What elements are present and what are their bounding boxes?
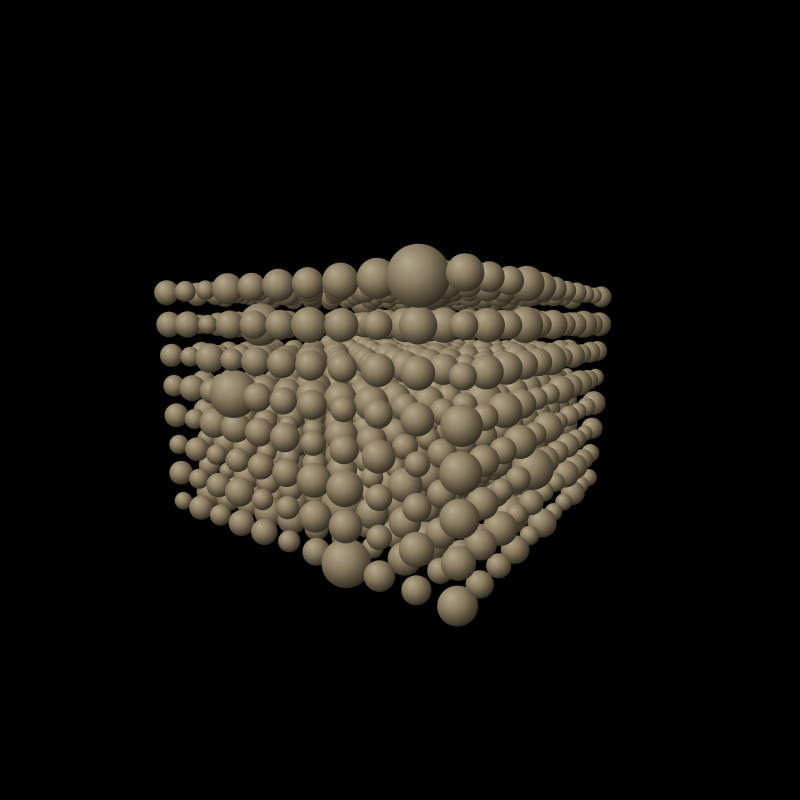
- sphere: [198, 314, 218, 335]
- sphere: [486, 553, 512, 579]
- sphere-group: [154, 243, 612, 627]
- sphere: [220, 412, 251, 443]
- sphere: [386, 243, 451, 308]
- sphere: [272, 458, 301, 488]
- sphere: [180, 346, 201, 367]
- sphere: [212, 273, 243, 305]
- sphere: [174, 280, 196, 302]
- sphere: [440, 404, 483, 447]
- sphere: [465, 570, 494, 599]
- sphere: [291, 306, 328, 343]
- sphere: [278, 530, 301, 553]
- sphere: [244, 417, 274, 447]
- sphere: [239, 310, 268, 340]
- sphere: [300, 430, 326, 456]
- sphere: [195, 280, 216, 300]
- sphere: [169, 460, 194, 485]
- sphere: [163, 374, 185, 397]
- sphere: [164, 403, 189, 428]
- sphere: [220, 348, 244, 372]
- sphere: [400, 402, 435, 437]
- sphere: [400, 355, 436, 391]
- sphere: [154, 280, 180, 306]
- sphere: [365, 484, 393, 511]
- sphere: [189, 495, 214, 520]
- sphere: [327, 352, 358, 383]
- sphere: [326, 469, 364, 508]
- sphere: [437, 585, 479, 627]
- sphere: [363, 399, 393, 429]
- sphere: [225, 477, 255, 507]
- sphere: [237, 272, 266, 302]
- sphere: [228, 510, 255, 536]
- sphere: [240, 346, 271, 377]
- sphere: [361, 353, 395, 388]
- sphere: [448, 362, 477, 391]
- sphere: [361, 439, 396, 474]
- sphere: [440, 545, 477, 581]
- sphere: [185, 437, 209, 462]
- sphere: [404, 451, 431, 478]
- sphere: [269, 422, 300, 453]
- sphere: [401, 575, 432, 606]
- sphere: [324, 307, 359, 343]
- sphere: [206, 444, 227, 465]
- sphere: [464, 528, 497, 561]
- sphere: [251, 518, 278, 545]
- sphere: [330, 396, 357, 423]
- sphere: [398, 531, 435, 568]
- sphere: [209, 370, 258, 418]
- sphere: [362, 310, 393, 340]
- sphere: [363, 560, 396, 592]
- sphere: [156, 311, 182, 338]
- sphere: [275, 495, 300, 520]
- sphere: [160, 343, 184, 367]
- sphere: [449, 310, 479, 340]
- sphere: [291, 267, 324, 300]
- sphere: [445, 253, 485, 292]
- sphere: [470, 307, 506, 343]
- sphere: [322, 262, 359, 300]
- sphere: [398, 305, 438, 345]
- sphere: [209, 504, 232, 526]
- sphere: [439, 498, 480, 540]
- sphere: [206, 472, 231, 498]
- sphere: [329, 434, 359, 465]
- sphere: [174, 491, 193, 510]
- sphere: [269, 387, 297, 415]
- sphere: [321, 538, 372, 589]
- sphere: [265, 309, 295, 340]
- sphere: [295, 350, 326, 381]
- sphere: [402, 492, 432, 523]
- sphere: [262, 268, 295, 302]
- sphere: [189, 468, 210, 489]
- sphere: [169, 434, 189, 454]
- sphere: [247, 452, 275, 480]
- sphere: [296, 389, 327, 420]
- sphere: [366, 524, 393, 551]
- sphere: [242, 382, 272, 412]
- sphere: [299, 500, 332, 533]
- sphere: [438, 451, 483, 495]
- sphere: [468, 354, 504, 390]
- sphere: [179, 375, 206, 402]
- sphere: [328, 509, 363, 544]
- sphere: [174, 311, 201, 338]
- sphere: [215, 310, 244, 339]
- sphere: [296, 462, 332, 498]
- sphere: [251, 488, 274, 511]
- sphere: [195, 343, 225, 373]
- sphere: [266, 348, 297, 379]
- sphere: [225, 447, 250, 473]
